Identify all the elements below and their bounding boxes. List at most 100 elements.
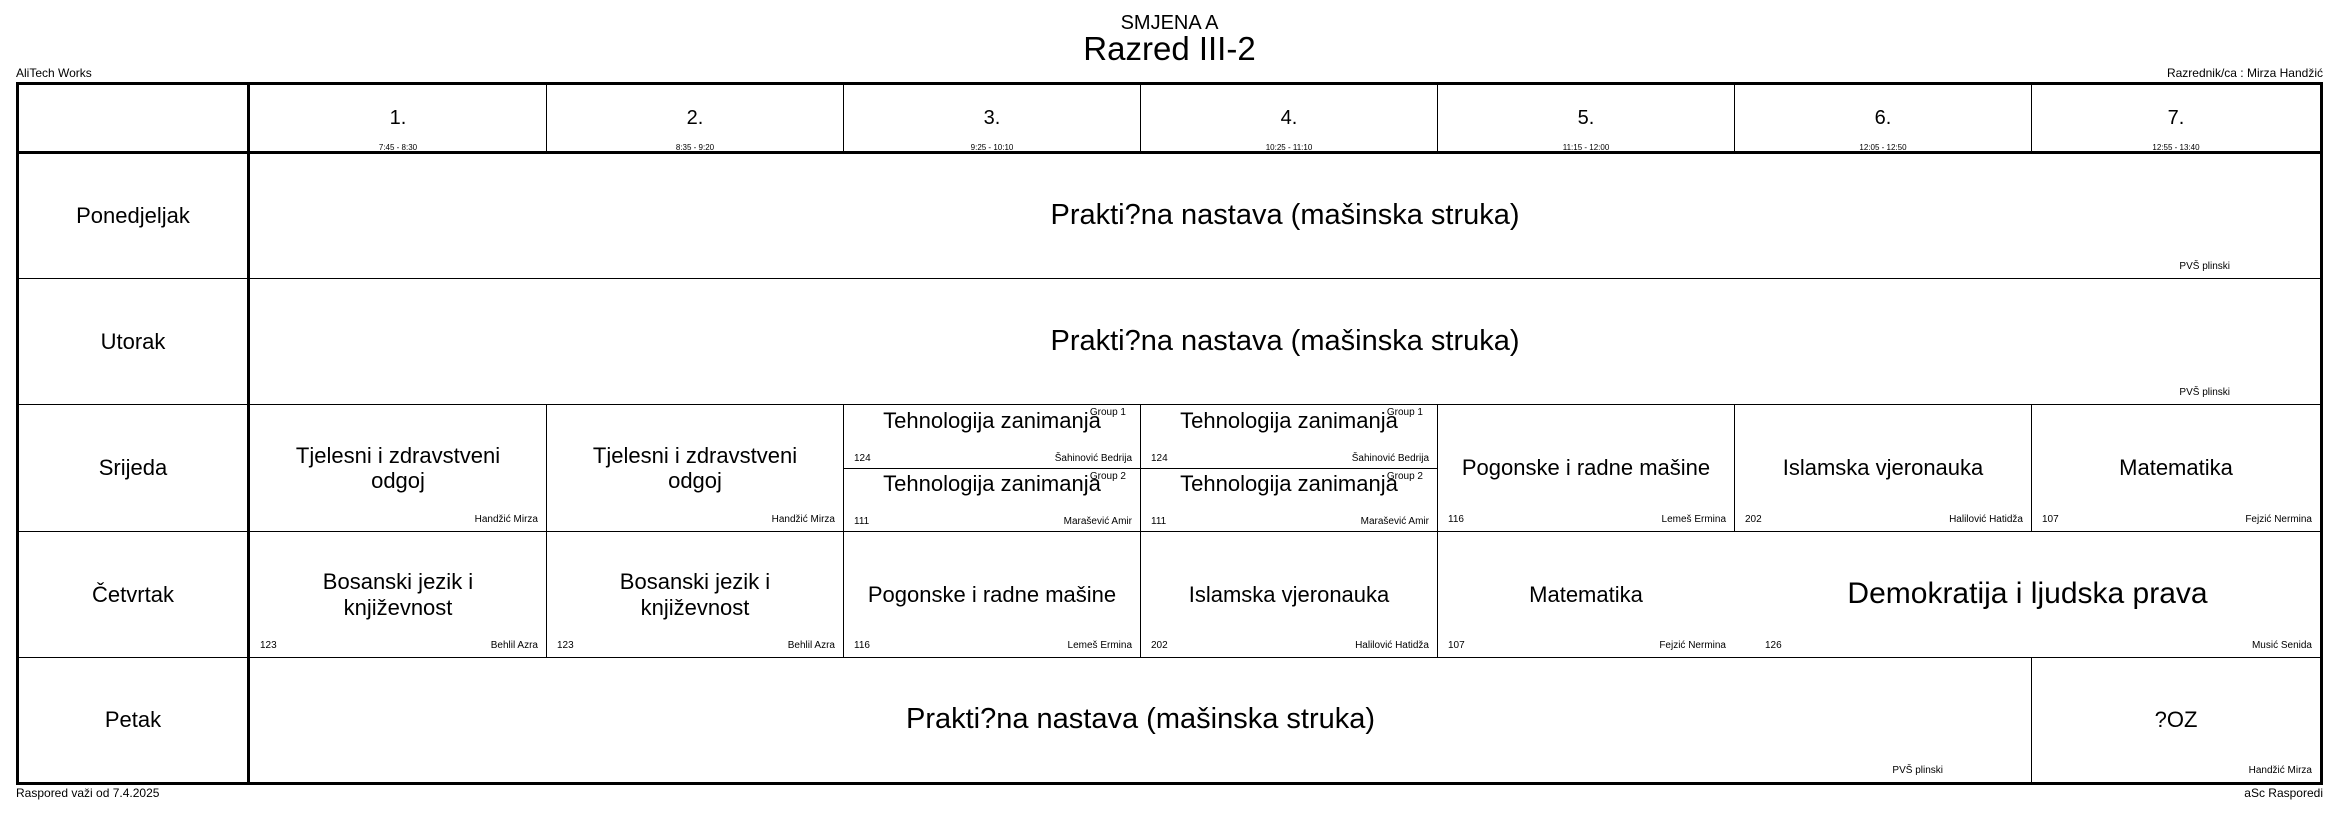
room-number: 111 (1151, 516, 1167, 527)
period-header-1: 1. 7:45 - 8:30 (250, 85, 546, 152)
teacher-name: PVŠ plinski (2179, 387, 2230, 398)
subject-name: Tehnologija zanimanja (883, 408, 1101, 433)
group-label: Group 2 (1089, 471, 1126, 482)
teacher-name: Lemeš Ermina (1067, 640, 1132, 651)
lesson-cell[interactable]: Matematika 107 Fejzić Nermina (1438, 532, 1734, 657)
teacher-name: PVŠ plinski (1892, 765, 1943, 776)
room-number: 116 (854, 640, 870, 651)
subject-name: Tjelesni i zdravstveni odgoj (295, 442, 501, 493)
subject-name: ?OZ (2154, 707, 2198, 733)
room-number: 111 (854, 516, 870, 527)
period-time: 7:45 - 8:30 (378, 143, 418, 152)
subject-name: Tjelesni i zdravstveni odgoj (592, 442, 798, 493)
group-label: Group 2 (1386, 471, 1423, 482)
teacher-name: Halilović Hatidža (1355, 640, 1429, 651)
lesson-cell[interactable]: Matematika 107 Fejzić Nermina (2032, 405, 2320, 531)
room-number: 107 (1448, 640, 1465, 651)
room-number: 202 (1745, 514, 1762, 525)
period-time: 12:55 - 13:40 (2152, 143, 2200, 152)
period-number: 4. (1280, 107, 1298, 129)
lesson-cell-group-1[interactable]: Tehnologija zanimanja Group 1 124 Šahino… (1141, 405, 1437, 468)
lesson-cell-group-1[interactable]: Tehnologija zanimanja Group 1 124 Šahino… (844, 405, 1140, 468)
lesson-cell[interactable]: Prakti?na nastava (mašinska struka) PVŠ … (250, 279, 2320, 404)
day-label-tuesday: Utorak (100, 328, 166, 354)
lesson-cell[interactable]: Pogonske i radne mašine 116 Lemeš Ermina (1438, 405, 1734, 531)
teacher-name: Halilović Hatidža (1949, 514, 2023, 525)
day-label-monday: Ponedjeljak (76, 203, 190, 228)
period-header-5: 5. 11:15 - 12:00 (1438, 85, 1734, 152)
lesson-cell[interactable]: Bosanski jezik i književnost 123 Behlil … (547, 532, 843, 657)
subject-name: Prakti?na nastava (mašinska struka) (905, 703, 1376, 736)
teacher-name: PVŠ plinski (2179, 261, 2230, 272)
teacher-name: Handžić Mirza (474, 514, 538, 525)
lesson-cell-group-2[interactable]: Tehnologija zanimanja Group 2 111 Maraše… (844, 469, 1140, 531)
room-number: 123 (557, 640, 574, 651)
subject-name: Islamska vjeronauka (1188, 581, 1390, 607)
lesson-cell[interactable]: ?OZ Handžić Mirza (2032, 658, 2320, 782)
subject-name: Bosanski jezik i književnost (322, 569, 474, 620)
shift-title: SMJENA A (1120, 12, 1219, 34)
subject-name: Tehnologija zanimanja (883, 471, 1101, 496)
teacher-name: Marašević Amir (1360, 516, 1429, 527)
subject-name: Pogonske i radne mašine (867, 581, 1117, 607)
timetable-grid: 1. 7:45 - 8:30 2. 8:35 - 9:20 3. 9:25 - … (16, 82, 2323, 785)
teacher-name: Musić Senida (2251, 640, 2312, 651)
room-number: 123 (260, 640, 277, 651)
lesson-cell[interactable]: Prakti?na nastava (mašinska struka) PVŠ … (250, 658, 2031, 782)
school-name: AliTech Works (16, 66, 92, 80)
teacher-name: Behlil Azra (490, 640, 538, 651)
class-title: Razred III-2 (1083, 30, 1256, 67)
subject-name: Prakti?na nastava (mašinska struka) (1050, 199, 1520, 232)
teacher-name: Šahinović Bedrija (1054, 453, 1132, 464)
period-header-7: 7. 12:55 - 13:40 (2032, 85, 2320, 152)
subject-name: Matematika (2119, 455, 2233, 481)
lesson-cell[interactable]: Pogonske i radne mašine 116 Lemeš Ermina (844, 532, 1140, 657)
teacher-name: Fejzić Nermina (1659, 640, 1726, 651)
class-teacher: Razrednik/ca : Mirza Handžić (2166, 66, 2323, 80)
teacher-name: Handžić Mirza (771, 514, 835, 525)
teacher-name: Lemeš Ermina (1661, 514, 1726, 525)
group-label: Group 1 (1386, 407, 1423, 418)
lesson-cell[interactable]: Tjelesni i zdravstveni odgoj Handžić Mir… (547, 405, 843, 531)
period-header-3: 3. 9:25 - 10:10 (844, 85, 1140, 152)
lesson-cell[interactable]: Demokratija i ljudska prava 126 Musić Se… (1735, 532, 2320, 657)
generator-credit: aSc Rasporedi (2244, 786, 2323, 800)
period-header-6: 6. 12:05 - 12:50 (1735, 85, 2031, 152)
period-number: 7. (2167, 107, 2185, 129)
period-time: 8:35 - 9:20 (675, 143, 715, 152)
room-number: 124 (854, 453, 871, 464)
subject-name: Prakti?na nastava (mašinska struka) (1050, 324, 1520, 357)
period-number: 1. (389, 107, 407, 129)
lesson-cell[interactable]: Islamska vjeronauka 202 Halilović Hatidž… (1141, 532, 1437, 657)
validity-note: Raspored važi od 7.4.2025 (16, 786, 160, 800)
room-number: 116 (1448, 514, 1464, 525)
subject-name: Tehnologija zanimanja (1180, 408, 1398, 433)
lesson-cell[interactable]: Prakti?na nastava (mašinska struka) PVŠ … (250, 154, 2320, 278)
lesson-cell[interactable]: Islamska vjeronauka 202 Halilović Hatidž… (1735, 405, 2031, 531)
lesson-cell-group-2[interactable]: Tehnologija zanimanja Group 2 111 Maraše… (1141, 469, 1437, 531)
period-number: 3. (983, 107, 1001, 129)
teacher-name: Handžić Mirza (2248, 765, 2312, 776)
period-time: 9:25 - 10:10 (970, 143, 1014, 152)
teacher-name: Marašević Amir (1063, 516, 1132, 527)
room-number: 124 (1151, 453, 1168, 464)
lesson-cell[interactable]: Bosanski jezik i književnost 123 Behlil … (250, 532, 546, 657)
day-label-thursday: Četvrtak (92, 581, 174, 607)
period-number: 6. (1874, 107, 1892, 129)
day-label-wednesday: Srijeda (98, 455, 168, 480)
day-label-friday: Petak (104, 707, 162, 732)
teacher-name: Fejzić Nermina (2245, 514, 2312, 525)
room-number: 126 (1765, 640, 1782, 651)
subject-name: Bosanski jezik i književnost (619, 569, 771, 620)
period-time: 12:05 - 12:50 (1859, 143, 1907, 152)
group-label: Group 1 (1089, 407, 1126, 418)
room-number: 202 (1151, 640, 1168, 651)
subject-name: Islamska vjeronauka (1782, 455, 1984, 481)
subject-name: Pogonske i radne mašine (1461, 455, 1711, 481)
subject-name: Demokratija i ljudska prava (1847, 577, 2208, 611)
period-time: 11:15 - 12:00 (1562, 143, 1610, 152)
period-number: 2. (686, 107, 704, 129)
lesson-cell[interactable]: Tjelesni i zdravstveni odgoj Handžić Mir… (250, 405, 546, 531)
period-header-2: 2. 8:35 - 9:20 (547, 85, 843, 152)
room-number: 107 (2042, 514, 2059, 525)
